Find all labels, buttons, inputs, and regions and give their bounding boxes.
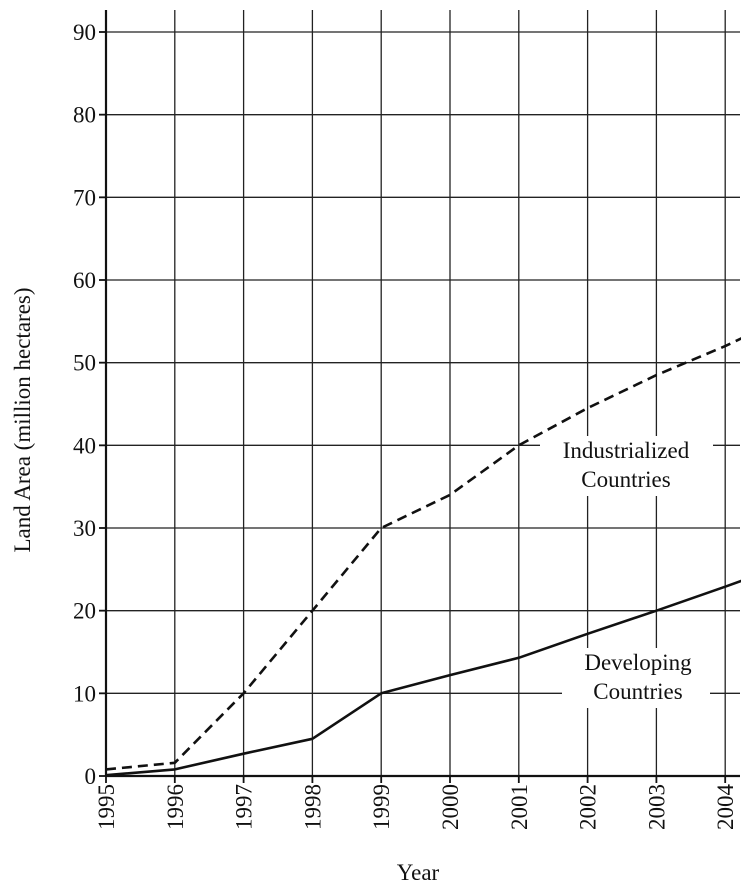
y-tick-label: 40: [73, 433, 96, 458]
series-annotations: Industrialized Countries Developing Countri…: [540, 436, 713, 708]
y-tick-label: 0: [85, 764, 97, 789]
x-tick-label: 1999: [369, 784, 394, 830]
y-tick-label: 30: [73, 516, 96, 541]
x-tick-label: 1996: [163, 784, 188, 830]
y-tick-label: 20: [73, 599, 96, 624]
series-line-developing: [105, 579, 741, 777]
x-tick-label: 1997: [232, 784, 257, 830]
y-tick-label: 70: [73, 185, 96, 210]
axes: [99, 10, 740, 783]
x-tick-label: 2002: [576, 784, 601, 830]
y-tick-labels: 0 10 20 30 40 50 60 70 80 90: [73, 20, 96, 789]
series-label: Developing: [584, 650, 692, 675]
grid-lines: [106, 10, 740, 776]
series-label-background: [540, 436, 713, 496]
series-line-industrialized: [105, 337, 741, 771]
x-tick-label: 2004: [713, 784, 738, 831]
series-label: Industrialized: [563, 438, 690, 463]
x-axis-title: Year: [397, 860, 440, 884]
x-tick-labels: 1995 1996 1997 1998 1999 2000 2001 2002 2003 2004: [94, 784, 738, 831]
y-axis-title: Land Area (million hectares): [10, 287, 35, 552]
y-tick-label: 50: [73, 351, 96, 376]
series-label: Countries: [581, 467, 670, 492]
x-tick-label: 2000: [438, 784, 463, 830]
series-label: Countries: [593, 679, 682, 704]
series-label-background: [562, 648, 710, 708]
y-tick-label: 10: [73, 681, 96, 706]
series-lines: [105, 337, 741, 777]
x-tick-label: 2003: [644, 784, 669, 830]
x-tick-label: 1995: [94, 784, 119, 830]
y-tick-label: 60: [73, 268, 96, 293]
y-tick-label: 80: [73, 103, 96, 128]
x-tick-label: 1998: [300, 784, 325, 830]
y-tick-label: 90: [73, 20, 96, 45]
x-tick-label: 2001: [507, 784, 532, 830]
